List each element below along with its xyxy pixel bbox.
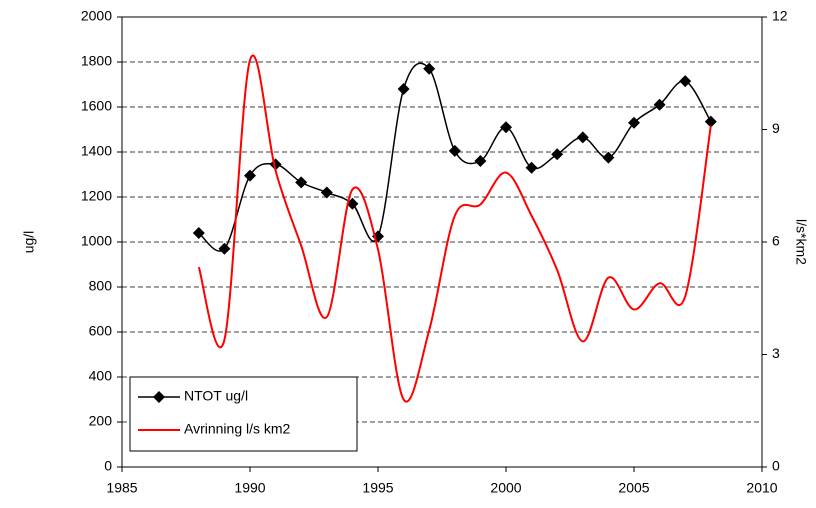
y-tick-label: 0 [104,458,112,474]
x-tick-label: 1985 [106,480,137,496]
x-tick-label: 1990 [234,480,265,496]
data-point [679,75,692,88]
data-point [525,161,538,174]
data-point [295,176,308,189]
legend-marker [153,391,165,403]
y-tick-label: 1800 [81,53,112,69]
data-point [653,98,666,111]
y-tick-label: 1000 [81,233,112,249]
y2-tick-label: 9 [772,120,780,136]
x-tick-label: 2000 [490,480,521,496]
y2-tick-label: 3 [772,345,780,361]
legend-label: Avrinning l/s km2 [184,421,291,437]
data-point [704,115,717,128]
data-point [576,131,589,144]
data-point [628,116,640,129]
series-line [197,54,712,403]
data-point [192,227,205,239]
y-tick-label: 200 [89,413,113,429]
y-tick-label: 1600 [81,98,112,114]
y-tick-label: 800 [89,278,113,294]
y2-tick-label: 0 [772,458,780,474]
y2-tick-label: 12 [772,8,788,24]
y-tick-label: 1400 [81,143,112,159]
data-point [244,169,256,182]
series-line [198,62,712,252]
data-point [551,148,564,161]
x-tick-label: 2005 [618,480,649,496]
legend-label: NTOT ug/l [184,388,248,404]
data-point [500,121,512,134]
y-tick-label: 600 [89,323,113,339]
legend: NTOT ug/l Avrinning l/s km2 [129,376,358,452]
data-point [397,83,410,95]
data-point [602,151,615,164]
data-point [474,155,487,167]
x-tick-label: 1995 [362,480,393,496]
y-tick-label: 1200 [81,188,112,204]
data-point [423,62,436,75]
plot-frame [121,16,763,468]
y-tick-label: 2000 [81,8,112,24]
data-point [320,186,333,199]
data-point [448,144,461,157]
legend-box [129,376,358,452]
x-tick-label: 2010 [746,480,777,496]
data-point [218,242,231,255]
y-axis-label: ug/l [21,231,37,254]
y2-tick-label: 6 [772,233,780,249]
y-tick-label: 400 [89,368,113,384]
y2-axis-label: l/s*km2 [793,219,809,265]
